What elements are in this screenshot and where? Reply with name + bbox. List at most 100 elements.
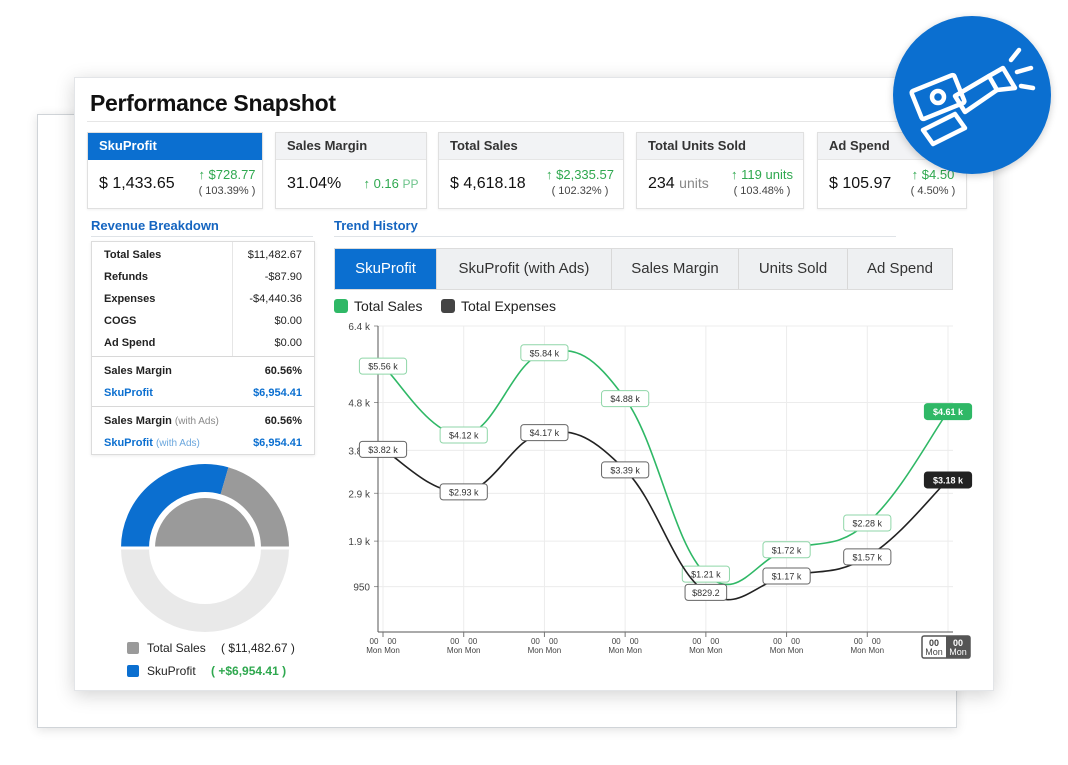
kpi-delta-unit: PP [402, 177, 419, 191]
data-label-box [520, 424, 569, 442]
y-tick-label: 6.4 k [348, 322, 371, 333]
donut-legend-skuprofit: SkuProfit ( +$6,954.41 ) [127, 664, 286, 678]
data-label: $5.56 k [368, 362, 398, 372]
kpi-delta-value: ↑ 0.16 [363, 176, 399, 191]
revenue-donut-chart [121, 464, 289, 632]
series-legend-total-sales[interactable]: Total Sales [334, 298, 422, 314]
data-label-box [681, 565, 730, 583]
data-label: $1.72 k [772, 545, 802, 555]
kpi-label: Sales Margin [276, 133, 426, 160]
donut-legend-total-sales: Total Sales ( $11,482.67 ) [127, 641, 295, 655]
legend-label: SkuProfit [147, 664, 196, 678]
x-tick-label: Mon [925, 647, 943, 657]
legend-swatch [127, 642, 139, 654]
trend-tabs: SkuProfit SkuProfit (with Ads) Sales Mar… [334, 248, 953, 290]
row-label: Expenses [104, 293, 156, 305]
legend-value: ( $11,482.67 ) [221, 641, 295, 655]
x-tick-label: 00 [953, 638, 963, 648]
data-label: $1.17 k [772, 572, 802, 582]
table-divider [92, 406, 314, 407]
x-tick-label: Mon [949, 647, 967, 657]
x-tick-label: Mon [851, 646, 867, 655]
data-label: $1.21 k [691, 570, 721, 580]
data-label: $3.39 k [610, 465, 640, 475]
x-tick-label: Mon [528, 646, 544, 655]
page-title: Performance Snapshot [90, 90, 336, 116]
kpi-value: $ 1,433.65 [99, 175, 175, 192]
kpi-card-total-units-sold[interactable]: Total Units Sold 234 units ↑ 119 units (… [636, 132, 804, 209]
x-tick-label: Mon [465, 646, 481, 655]
x-tick-label: 00 [773, 637, 782, 646]
legend-label: Total Sales [147, 641, 206, 655]
row-value: 60.56% [264, 365, 302, 377]
data-label-box [843, 514, 892, 532]
revenue-breakdown-title: Revenue Breakdown [91, 218, 219, 233]
data-label: $2.93 k [449, 487, 479, 497]
data-label: $1.57 k [853, 552, 883, 562]
table-column-divider [232, 242, 233, 356]
legend-swatch [441, 299, 455, 313]
x-tick-label: 00 [549, 637, 558, 646]
kpi-value: $ 105.97 [829, 175, 892, 192]
table-row: Ad Spend $0.00 [92, 332, 314, 354]
kpi-delta-percent: ( 103.48% ) [733, 185, 791, 197]
sales-margin-row: Sales Margin 60.56% [92, 360, 314, 382]
row-label: Sales Margin (with Ads) [104, 415, 219, 427]
data-label-box [439, 483, 488, 501]
y-tick-label: 4.8 k [348, 399, 371, 410]
donut-total-sales-arc [220, 467, 289, 549]
tab-ad-spend[interactable]: Ad Spend [867, 260, 933, 277]
y-tick-label: 950 [353, 583, 370, 594]
data-label-box [601, 390, 650, 408]
row-label-text: Sales Margin [104, 415, 172, 427]
donut-skuprofit-arc [121, 464, 229, 549]
row-label-sub: (with Ads) [174, 416, 219, 427]
data-label: $4.17 k [530, 428, 560, 438]
kpi-delta-percent: ( 103.39% ) [198, 185, 256, 197]
kpi-value-unit: units [679, 175, 709, 191]
data-label-box [762, 541, 811, 559]
kpi-card-skuprofit[interactable]: SkuProfit $ 1,433.65 ↑ $728.77 ( 103.39%… [87, 132, 263, 209]
data-label-box [358, 357, 408, 375]
kpi-value: 234 units [648, 175, 709, 193]
kpi-card-sales-margin[interactable]: Sales Margin 31.04% ↑ 0.16 PP [275, 132, 427, 209]
x-tick-label: 00 [791, 637, 800, 646]
x-tick-label: Mon [788, 646, 804, 655]
x-tick-label: Mon [384, 646, 400, 655]
row-label: SkuProfit [104, 387, 153, 399]
data-label: $3.82 k [368, 445, 398, 455]
row-label: Refunds [104, 271, 148, 283]
y-tick-label: 1.9 k [348, 537, 371, 548]
tab-skuprofit-with-ads[interactable]: SkuProfit (with Ads) [437, 249, 612, 289]
data-label: $5.84 k [530, 348, 560, 358]
legend-swatch [334, 299, 348, 313]
x-tick-label: 00 [388, 637, 397, 646]
kpi-value: 31.04% [287, 175, 342, 192]
kpi-delta: ↑ 119 units ( 103.48% ) [723, 166, 801, 200]
kpi-delta-percent: ( 4.50% ) [910, 185, 956, 197]
sales-margin-ads-row: Sales Margin (with Ads) 60.56% [92, 410, 314, 432]
tab-skuprofit[interactable]: SkuProfit [335, 249, 437, 289]
kpi-value-number: 234 [648, 175, 675, 192]
skuprofit-ads-row: SkuProfit (with Ads) $6,954.41 [92, 432, 314, 454]
table-row: Expenses -$4,440.36 [92, 288, 314, 310]
tab-units-sold[interactable]: Units Sold [739, 249, 848, 289]
data-label-box [520, 344, 569, 362]
row-value: -$4,440.36 [249, 293, 302, 305]
kpi-delta: ↑ $728.77 ( 103.39% ) [194, 166, 260, 200]
x-tick-label: 00 [370, 637, 379, 646]
series-legend-total-expenses[interactable]: Total Expenses [441, 298, 556, 314]
table-row: COGS $0.00 [92, 310, 314, 332]
data-label: $4.88 k [610, 394, 640, 404]
kpi-card-total-sales[interactable]: Total Sales $ 4,618.18 ↑ $2,335.57 ( 102… [438, 132, 624, 209]
data-label-box [601, 461, 650, 479]
row-value: $11,482.67 [247, 249, 302, 261]
tab-sales-margin[interactable]: Sales Margin [612, 249, 739, 289]
x-tick-highlight-fill [946, 636, 970, 658]
kpi-delta-value: ↑ $4.50 [911, 167, 955, 182]
x-tick-label: 00 [531, 637, 540, 646]
donut-inner-half [155, 498, 255, 548]
data-label-box [923, 403, 973, 421]
table-divider [92, 356, 314, 357]
legend-label: Total Expenses [461, 298, 556, 314]
